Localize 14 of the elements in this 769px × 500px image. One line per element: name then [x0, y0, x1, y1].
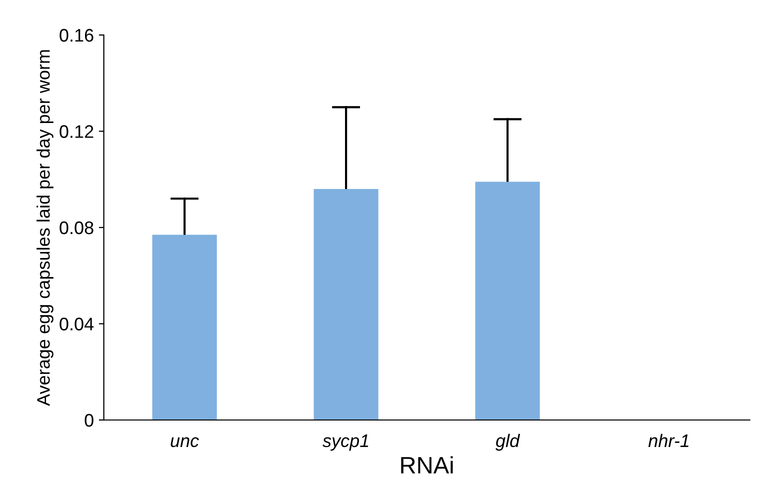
y-axis-title: Average egg capsules laid per day per worm — [36, 50, 54, 406]
x-tick-label: gld — [496, 434, 520, 451]
bar — [475, 182, 540, 420]
y-tick-label: 0.08 — [60, 221, 94, 234]
x-axis-title: RNAi — [401, 456, 453, 474]
y-tick-label: 0 — [84, 414, 94, 427]
bar — [152, 234, 217, 420]
x-tick-label: sycp1 — [322, 434, 368, 451]
x-tick-label: unc — [170, 437, 199, 448]
y-tick-label: 0.16 — [60, 28, 94, 42]
y-tick-label: 0.04 — [60, 318, 94, 330]
y-tick-label: 0.12 — [60, 125, 94, 138]
x-tick-label: nhr-1 — [648, 434, 688, 447]
bar — [314, 189, 378, 420]
